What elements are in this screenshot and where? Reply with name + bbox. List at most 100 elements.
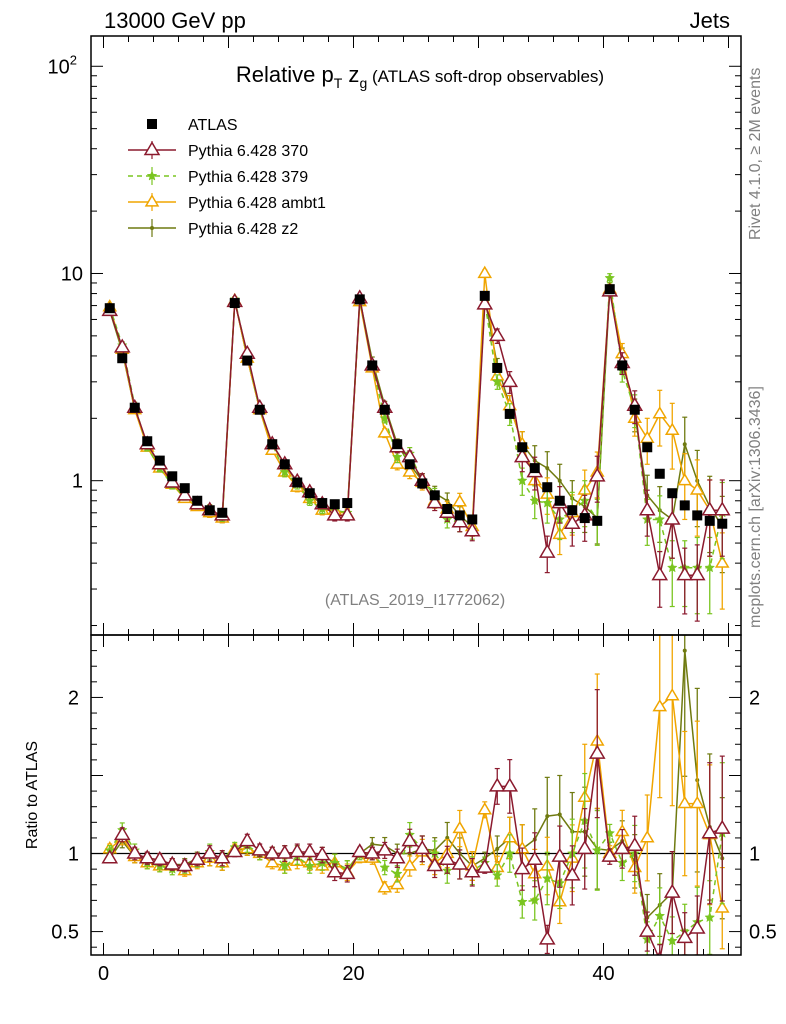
atlas-point [592, 515, 603, 526]
atlas-point [504, 408, 515, 419]
ratio-point [251, 841, 269, 856]
header-left: 13000 GeV pp [104, 8, 246, 33]
ratio-point [452, 820, 468, 834]
ratio-panel [91, 635, 741, 955]
title-sub2: g [359, 75, 367, 91]
mcplots-label: mcplots.cern.ch [arXiv:1306.3436] [747, 386, 764, 628]
data-point [541, 497, 553, 508]
ratio-point [477, 802, 493, 815]
ratio-point [526, 850, 544, 866]
y-tick-sup: 2 [70, 52, 77, 67]
series-p370-ratio [101, 689, 731, 955]
ratio-point [551, 847, 569, 862]
data-point [463, 522, 481, 537]
ratio-point [151, 850, 169, 866]
atlas-point [129, 402, 140, 413]
atlas-point [217, 507, 228, 518]
atlas-point [329, 499, 340, 510]
ratio-point [701, 824, 719, 839]
ratio-point [476, 858, 494, 873]
ratio-point [495, 846, 500, 851]
series-atlas [104, 284, 728, 529]
ratio-point [557, 812, 562, 817]
ratio-point [370, 842, 375, 847]
ratio-frame [90, 634, 742, 956]
series-ambt1-ratio [102, 635, 730, 950]
legend-entry-p379: Pythia 6.428 379 [128, 167, 308, 186]
ratio-point [491, 869, 503, 880]
atlas-point [617, 360, 628, 371]
atlas-point [467, 514, 478, 525]
series-ambt1-main [102, 265, 730, 610]
data-point [713, 501, 731, 516]
series-line [109, 291, 723, 576]
analysis-id: (ATLAS_2019_I1772062) [325, 592, 505, 609]
data-point [689, 482, 705, 495]
legend-label: ATLAS [188, 117, 238, 134]
data-point [491, 376, 503, 387]
x-tick-label: 0 [98, 963, 109, 985]
atlas-point [242, 355, 253, 366]
atlas-point [629, 404, 640, 415]
ratio-point [463, 863, 481, 878]
data-point [488, 327, 506, 342]
ratio-point [516, 896, 528, 907]
legend-marker [144, 194, 160, 207]
y-tick-base: 10 [48, 56, 70, 78]
atlas-point [367, 360, 378, 371]
legend-marker [143, 141, 161, 156]
legend-entry-z2: Pythia 6.428 z2 [128, 219, 298, 238]
ratio-y-tick-label: 2 [68, 687, 79, 709]
ratio-point [126, 844, 144, 859]
data-point [682, 442, 687, 447]
data-point [513, 448, 531, 463]
ratio-point [676, 928, 694, 944]
data-point [563, 514, 581, 529]
data-point [638, 501, 656, 516]
data-point [477, 265, 493, 279]
data-point [666, 562, 678, 573]
ratio-point [264, 855, 280, 868]
data-point [701, 501, 719, 516]
ratio-point [713, 819, 731, 834]
ratio-point [677, 795, 693, 809]
legend-label: Pythia 6.428 z2 [188, 221, 298, 238]
atlas-point [704, 515, 715, 526]
ratio-y-tick-label: 0.5 [51, 922, 79, 944]
ratio-point [545, 814, 550, 819]
atlas-point [254, 404, 265, 415]
ratio-point [626, 836, 644, 852]
x-tick-label: 20 [342, 963, 364, 985]
ratio-point [529, 894, 541, 905]
ratio-point [664, 688, 680, 701]
series-z2-ratio [107, 635, 725, 942]
ratio-point [279, 860, 291, 871]
data-point [654, 513, 666, 525]
title-mid: z [342, 62, 359, 87]
legend: ATLAS Pythia 6.428 370 Pythia 6.428 379 Pyt… [128, 117, 326, 238]
ratio-point [226, 843, 244, 858]
ratio-point [326, 863, 344, 878]
data-point [588, 467, 606, 482]
ratio-y-tick-label-right: 2 [749, 687, 760, 709]
ratio-ylabel: Ratio to ATLAS [24, 741, 41, 849]
ratio-point [426, 857, 444, 872]
ratio-point [351, 843, 369, 858]
ratio-point [541, 872, 553, 884]
ratio-point [391, 868, 403, 879]
data-point [304, 495, 316, 506]
ratio-point [682, 648, 687, 653]
atlas-point [454, 510, 465, 521]
atlas-point [642, 442, 653, 453]
atlas-point [104, 303, 115, 314]
series-ratio-line [109, 650, 723, 919]
ratio-point [413, 839, 431, 855]
data-point [704, 562, 716, 573]
ratio-point [402, 858, 418, 871]
atlas-point [579, 513, 590, 524]
atlas-point [204, 505, 215, 516]
legend-entry-ambt1: Pythia 6.428 ambt1 [128, 193, 326, 212]
atlas-point [392, 439, 403, 450]
ratio-point [379, 861, 391, 873]
